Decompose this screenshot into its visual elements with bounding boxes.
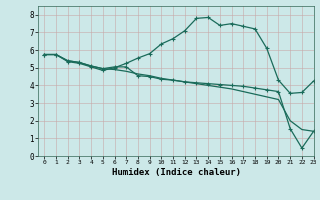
X-axis label: Humidex (Indice chaleur): Humidex (Indice chaleur) bbox=[111, 168, 241, 177]
